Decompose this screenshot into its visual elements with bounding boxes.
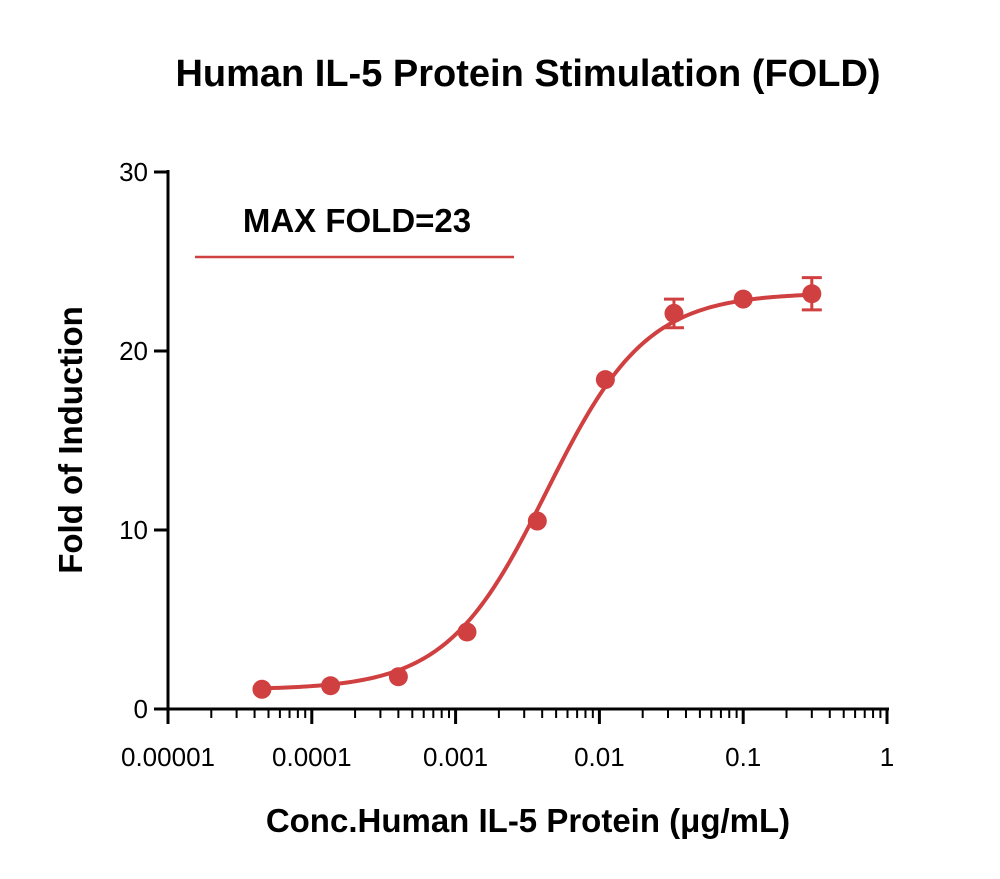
x-tick-label: 0.001 <box>423 742 488 772</box>
y-tick-label: 30 <box>119 157 148 187</box>
data-point <box>802 284 822 304</box>
y-tick-label: 20 <box>119 336 148 366</box>
y-axis-label: Fold of Induction <box>52 306 89 574</box>
y-tick-label: 10 <box>119 515 148 545</box>
data-point <box>388 667 408 687</box>
data-point <box>595 370 615 390</box>
x-tick-label: 0.0001 <box>272 742 352 772</box>
x-tick-label: 1 <box>880 742 894 772</box>
x-tick-label: 0.00001 <box>121 742 215 772</box>
data-point <box>664 303 684 323</box>
chart-title: Human IL-5 Protein Stimulation (FOLD) <box>175 53 880 95</box>
data-point <box>527 511 547 531</box>
x-tick-label: 0.01 <box>574 742 625 772</box>
data-point <box>733 289 753 309</box>
y-tick-label: 0 <box>134 694 148 724</box>
x-tick-label: 0.1 <box>725 742 761 772</box>
data-point <box>321 676 341 696</box>
plot-area: 0 10 20 30 0.00001 0.0001 0.001 0.01 0.1 1 <box>119 157 894 772</box>
x-axis-label: Conc.Human IL-5 Protein (μg/mL) <box>266 802 790 839</box>
annotation-text: MAX FOLD=23 <box>243 202 471 239</box>
fit-curve <box>261 292 812 691</box>
data-point <box>252 679 272 699</box>
data-point <box>457 622 477 642</box>
